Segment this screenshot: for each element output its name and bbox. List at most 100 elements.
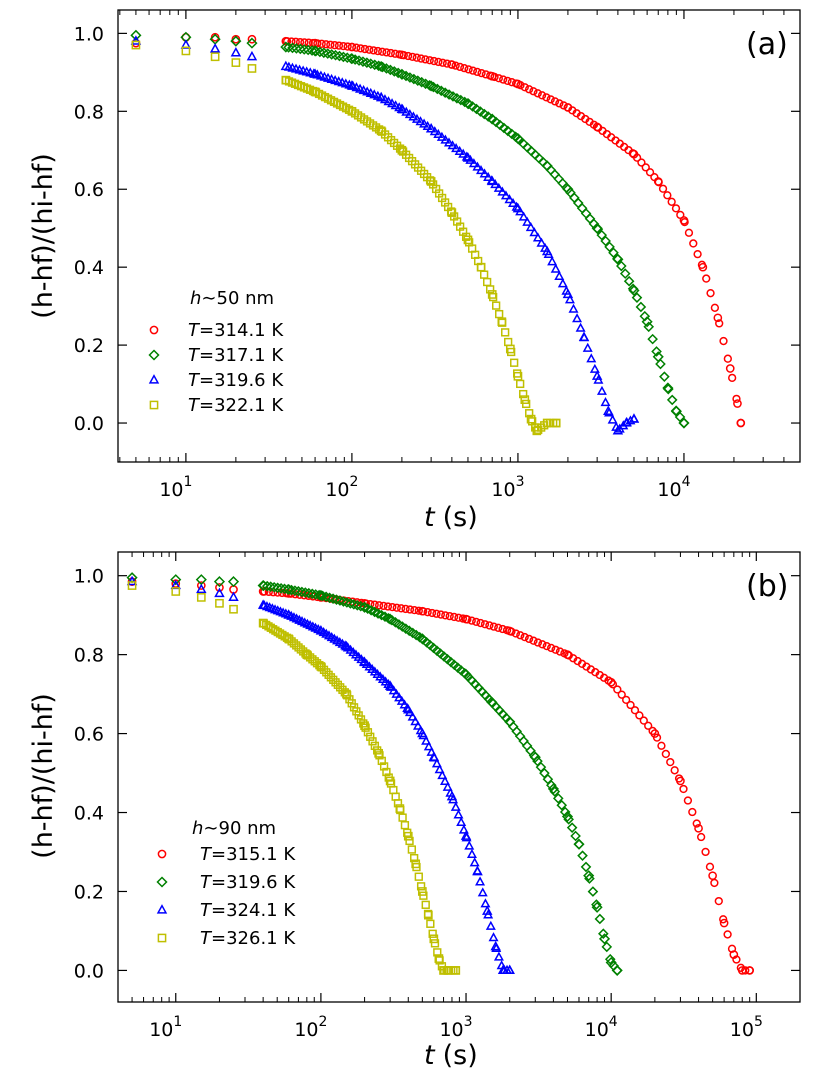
data-point bbox=[324, 670, 333, 679]
data-point bbox=[485, 621, 494, 630]
data-point bbox=[479, 270, 489, 279]
data-point bbox=[434, 57, 443, 67]
data-point bbox=[355, 600, 367, 612]
data-point bbox=[306, 588, 318, 600]
y-tick-label: 0.6 bbox=[74, 724, 104, 746]
data-point bbox=[593, 374, 604, 384]
data-point bbox=[421, 55, 430, 64]
data-point bbox=[635, 711, 644, 720]
data-point bbox=[464, 840, 475, 850]
data-point bbox=[643, 321, 655, 333]
data-point bbox=[404, 109, 415, 119]
data-point bbox=[386, 681, 397, 691]
data-point bbox=[451, 61, 460, 70]
data-point bbox=[321, 40, 331, 49]
legend-label: T=319.6 K bbox=[188, 370, 284, 391]
data-point bbox=[407, 845, 417, 854]
data-point bbox=[306, 45, 318, 56]
data-point bbox=[655, 358, 666, 370]
data-point bbox=[508, 197, 519, 207]
data-points-a bbox=[130, 29, 746, 436]
data-point bbox=[436, 131, 447, 141]
data-point bbox=[428, 929, 437, 938]
data-point bbox=[483, 171, 494, 181]
y-tick-label: 0.0 bbox=[74, 413, 104, 435]
data-point bbox=[732, 394, 741, 404]
data-point bbox=[592, 223, 604, 235]
data-point bbox=[436, 610, 446, 619]
data-point bbox=[549, 169, 561, 180]
data-point bbox=[542, 93, 551, 102]
data-point bbox=[536, 237, 547, 247]
data-point bbox=[598, 933, 611, 945]
data-point bbox=[719, 918, 729, 928]
data-point bbox=[443, 137, 454, 147]
data-point bbox=[375, 751, 384, 760]
data-point bbox=[417, 887, 427, 896]
data-point bbox=[520, 632, 529, 642]
data-point bbox=[480, 898, 491, 908]
y-tick-label: 0.6 bbox=[74, 179, 104, 201]
data-point bbox=[454, 145, 465, 155]
data-point bbox=[171, 587, 181, 596]
data-point bbox=[421, 900, 430, 909]
data-point bbox=[472, 161, 483, 171]
data-point bbox=[555, 647, 565, 656]
data-point bbox=[423, 741, 434, 751]
data-point bbox=[569, 192, 580, 204]
data-point bbox=[351, 599, 363, 611]
data-point bbox=[414, 872, 423, 881]
data-point bbox=[419, 891, 428, 900]
data-point bbox=[399, 699, 410, 709]
data-point bbox=[468, 66, 478, 75]
data-point bbox=[430, 939, 440, 948]
series-circle bbox=[131, 32, 746, 428]
data-point bbox=[319, 665, 329, 674]
data-point bbox=[511, 79, 521, 88]
ticks-a: 101 102 103 104 0.0 0.2 0.4 0.6 0.8 1.0 bbox=[74, 10, 801, 501]
data-point bbox=[493, 182, 504, 192]
data-point bbox=[628, 413, 639, 423]
data-point bbox=[383, 602, 393, 611]
data-point bbox=[486, 285, 495, 294]
data-point bbox=[507, 347, 516, 357]
x-tick-label: 101 bbox=[159, 474, 192, 501]
panel-label-b: (b) bbox=[746, 569, 788, 604]
data-point bbox=[666, 394, 678, 406]
data-point bbox=[418, 730, 429, 740]
data-point bbox=[670, 405, 682, 417]
data-point bbox=[373, 46, 383, 56]
data-point bbox=[279, 583, 290, 595]
data-point bbox=[537, 91, 547, 100]
data-point bbox=[453, 809, 464, 819]
data-point bbox=[480, 620, 490, 629]
data-point bbox=[644, 721, 653, 730]
data-point bbox=[391, 792, 400, 801]
data-point bbox=[317, 39, 326, 48]
legend-label: T=324.1 K bbox=[200, 900, 296, 921]
data-point bbox=[336, 683, 345, 692]
data-point bbox=[628, 149, 637, 158]
data-point bbox=[648, 726, 657, 736]
data-point bbox=[454, 613, 463, 622]
data-point bbox=[439, 775, 450, 786]
data-point bbox=[442, 59, 452, 68]
data-point bbox=[684, 228, 694, 237]
data-point bbox=[429, 752, 440, 762]
data-point bbox=[287, 42, 298, 54]
data-point bbox=[209, 43, 221, 53]
data-point bbox=[557, 278, 568, 288]
data-point bbox=[403, 828, 412, 837]
data-point bbox=[246, 50, 258, 61]
data-point bbox=[473, 67, 482, 77]
data-point bbox=[402, 702, 413, 712]
data-point bbox=[488, 932, 499, 942]
data-point bbox=[265, 581, 276, 593]
data-point bbox=[693, 249, 702, 259]
data-point bbox=[472, 865, 483, 875]
data-point bbox=[466, 848, 477, 858]
data-point bbox=[465, 154, 476, 164]
data-point bbox=[495, 309, 504, 319]
data-point bbox=[214, 587, 225, 598]
data-point bbox=[702, 274, 711, 283]
